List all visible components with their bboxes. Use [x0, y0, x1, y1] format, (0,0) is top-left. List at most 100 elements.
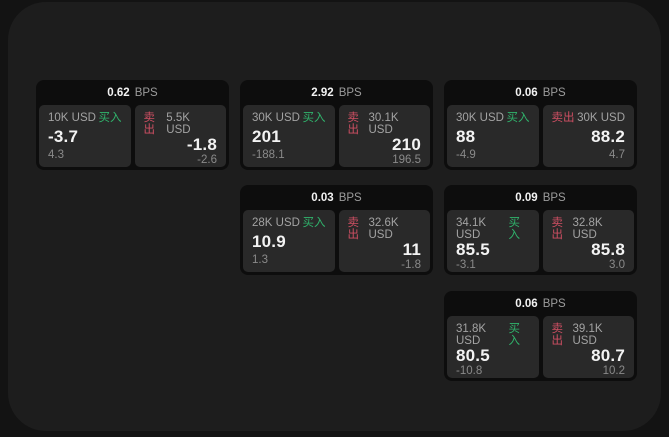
buy-tile[interactable]: 31.8K USD 买入 80.5 -10.8 — [447, 316, 539, 378]
sell-price: 11 — [402, 240, 421, 259]
quote-card: 0.09 BPS 34.1K USD 买入 85.5 -3.1 卖出 32.8K… — [444, 185, 637, 275]
quote-card-body: 10K USD 买入 -3.7 4.3 卖出 5.5K USD -1.8 -2.… — [36, 105, 229, 167]
buy-price: 10.9 — [252, 231, 286, 251]
buy-side-label: 买入 — [508, 217, 521, 241]
sell-tile[interactable]: 卖出 30K USD 88.2 4.7 — [542, 105, 634, 167]
buy-change: -10.8 — [456, 365, 483, 377]
sell-side-label: 卖出 — [551, 323, 564, 347]
sell-tile[interactable]: 卖出 39.1K USD 80.7 10.2 — [542, 316, 634, 378]
sell-tile-top-row: 卖出 39.1K USD — [552, 323, 626, 347]
buy-tile[interactable]: 34.1K USD 买入 85.5 -3.1 — [447, 210, 539, 272]
bps-unit-label: BPS — [338, 191, 362, 204]
buy-tile-top-row: 10K USD 买入 — [48, 112, 122, 124]
buy-change: -188.1 — [252, 149, 285, 161]
sell-tile[interactable]: 卖出 32.6K USD 11 -1.8 — [338, 210, 430, 272]
buy-side-label: 买入 — [506, 112, 530, 124]
sell-change: 4.7 — [609, 149, 625, 161]
buy-side-label: 买入 — [302, 112, 326, 124]
sell-amount: 30K USD — [577, 112, 625, 124]
buy-tile[interactable]: 30K USD 买入 201 -188.1 — [243, 105, 335, 167]
sell-amount: 39.1K USD — [572, 323, 603, 347]
buy-amount: 30K USD — [456, 112, 504, 124]
buy-amount: 34.1K USD — [456, 217, 487, 241]
quote-card-header: 2.92 BPS — [240, 80, 433, 105]
sell-change: -2.6 — [197, 154, 217, 166]
buy-price: 201 — [252, 126, 281, 146]
quote-card: 0.06 BPS 31.8K USD 买入 80.5 -10.8 卖出 39.1… — [444, 291, 637, 381]
bps-unit-label: BPS — [542, 86, 566, 99]
buy-tile-top-row: 31.8K USD 买入 — [456, 323, 530, 347]
sell-tile-top-row: 卖出 5.5K USD — [144, 112, 218, 136]
quote-card-body: 30K USD 买入 201 -188.1 卖出 30.1K USD 210 1… — [240, 105, 433, 167]
sell-change: 3.0 — [609, 259, 625, 271]
quote-card-header: 0.09 BPS — [444, 185, 637, 210]
buy-tile[interactable]: 30K USD 买入 88 -4.9 — [447, 105, 539, 167]
bps-unit-label: BPS — [134, 86, 158, 99]
bps-value: 0.06 — [515, 86, 538, 99]
buy-change: -3.1 — [456, 259, 476, 271]
buy-change: 1.3 — [252, 254, 268, 266]
buy-change: -4.9 — [456, 149, 476, 161]
bps-value: 0.62 — [107, 86, 130, 99]
sell-change: 196.5 — [392, 154, 421, 166]
buy-tile[interactable]: 10K USD 买入 -3.7 4.3 — [39, 105, 131, 167]
buy-amount: 10K USD — [48, 112, 96, 124]
sell-side-label: 卖出 — [551, 217, 564, 241]
bps-unit-label: BPS — [542, 297, 566, 310]
quote-card-body: 30K USD 买入 88 -4.9 卖出 30K USD 88.2 4.7 — [444, 105, 637, 167]
buy-change: 4.3 — [48, 149, 64, 161]
bps-unit-label: BPS — [338, 86, 362, 99]
bps-value: 2.92 — [311, 86, 334, 99]
buy-side-label: 买入 — [98, 112, 122, 124]
sell-amount: 32.6K USD — [368, 217, 399, 241]
quote-card-body: 31.8K USD 买入 80.5 -10.8 卖出 39.1K USD 80.… — [444, 316, 637, 378]
quote-card-header: 0.06 BPS — [444, 80, 637, 105]
buy-tile-top-row: 34.1K USD 买入 — [456, 217, 530, 241]
sell-side-label: 卖出 — [143, 112, 156, 136]
sell-price: 210 — [392, 135, 421, 154]
buy-price: -3.7 — [48, 126, 79, 146]
sell-tile-top-row: 卖出 32.8K USD — [552, 217, 626, 241]
buy-tile-top-row: 30K USD 买入 — [252, 112, 326, 124]
buy-tile-top-row: 28K USD 买入 — [252, 217, 326, 229]
sell-change: 10.2 — [602, 365, 625, 377]
buy-amount: 30K USD — [252, 112, 300, 124]
buy-price: 85.5 — [456, 240, 490, 259]
quote-card: 0.03 BPS 28K USD 买入 10.9 1.3 卖出 32.6K US… — [240, 185, 433, 275]
buy-tile[interactable]: 28K USD 买入 10.9 1.3 — [243, 210, 335, 272]
sell-tile[interactable]: 卖出 5.5K USD -1.8 -2.6 — [134, 105, 226, 167]
buy-price: 88 — [456, 126, 476, 146]
app-panel: 0.62 BPS 10K USD 买入 -3.7 4.3 卖出 5.5K USD… — [8, 2, 661, 431]
quote-card: 2.92 BPS 30K USD 买入 201 -188.1 卖出 30.1K … — [240, 80, 433, 170]
buy-amount: 28K USD — [252, 217, 300, 229]
sell-tile-top-row: 卖出 30K USD — [552, 112, 626, 124]
sell-side-label: 卖出 — [551, 112, 575, 124]
quote-card-header: 0.62 BPS — [36, 80, 229, 105]
sell-side-label: 卖出 — [347, 112, 360, 136]
sell-side-label: 卖出 — [347, 217, 360, 241]
sell-amount: 5.5K USD — [166, 112, 191, 136]
sell-change: -1.8 — [401, 259, 421, 271]
sell-tile-top-row: 卖出 32.6K USD — [348, 217, 422, 241]
sell-amount: 30.1K USD — [368, 112, 399, 136]
bps-value: 0.09 — [515, 191, 538, 204]
buy-amount: 31.8K USD — [456, 323, 487, 347]
sell-price: -1.8 — [186, 135, 217, 154]
sell-price: 85.8 — [591, 240, 625, 259]
buy-side-label: 买入 — [302, 217, 326, 229]
sell-tile[interactable]: 卖出 32.8K USD 85.8 3.0 — [542, 210, 634, 272]
buy-price: 80.5 — [456, 346, 490, 365]
quote-card-header: 0.06 BPS — [444, 291, 637, 316]
buy-tile-top-row: 30K USD 买入 — [456, 112, 530, 124]
bps-unit-label: BPS — [542, 191, 566, 204]
quote-card-body: 28K USD 买入 10.9 1.3 卖出 32.6K USD 11 -1.8 — [240, 210, 433, 272]
quote-card: 0.62 BPS 10K USD 买入 -3.7 4.3 卖出 5.5K USD… — [36, 80, 229, 170]
bps-value: 0.06 — [515, 297, 538, 310]
sell-price: 88.2 — [591, 126, 625, 146]
sell-tile[interactable]: 卖出 30.1K USD 210 196.5 — [338, 105, 430, 167]
quote-card: 0.06 BPS 30K USD 买入 88 -4.9 卖出 30K USD 8… — [444, 80, 637, 170]
quote-card-header: 0.03 BPS — [240, 185, 433, 210]
bps-value: 0.03 — [311, 191, 334, 204]
sell-tile-top-row: 卖出 30.1K USD — [348, 112, 422, 136]
sell-price: 80.7 — [591, 346, 625, 365]
